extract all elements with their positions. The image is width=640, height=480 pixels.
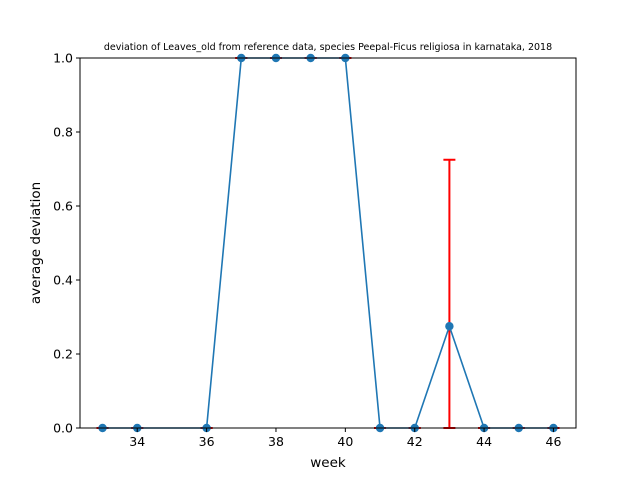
x-tick-label: 34 [129,434,145,449]
series-line [102,57,554,429]
x-tick-label: 36 [199,434,215,449]
x-axis-ticks: 34 36 38 40 42 44 46 [129,428,561,449]
data-series [98,53,558,433]
data-point [445,322,454,331]
x-tick-label: 38 [268,434,284,449]
x-tick-label: 44 [476,434,492,449]
x-axis-label: week [310,455,346,471]
y-axis-ticks: 0.0 0.2 0.4 0.6 0.8 1.0 [53,51,80,436]
y-tick-label: 0.6 [53,199,73,214]
error-bars [96,57,560,429]
x-tick-label: 40 [337,434,353,449]
plot-frame [79,57,577,429]
y-tick-label: 1.0 [53,51,73,66]
y-axis-label: average deviation [28,182,44,304]
chart-title: deviation of Leaves_old from reference d… [104,42,552,53]
x-tick-label: 46 [546,434,562,449]
y-tick-label: 0.8 [53,125,73,140]
y-tick-label: 0.0 [53,421,73,436]
y-tick-label: 0.4 [53,273,73,288]
x-tick-label: 42 [407,434,423,449]
y-tick-label: 0.2 [53,347,73,362]
